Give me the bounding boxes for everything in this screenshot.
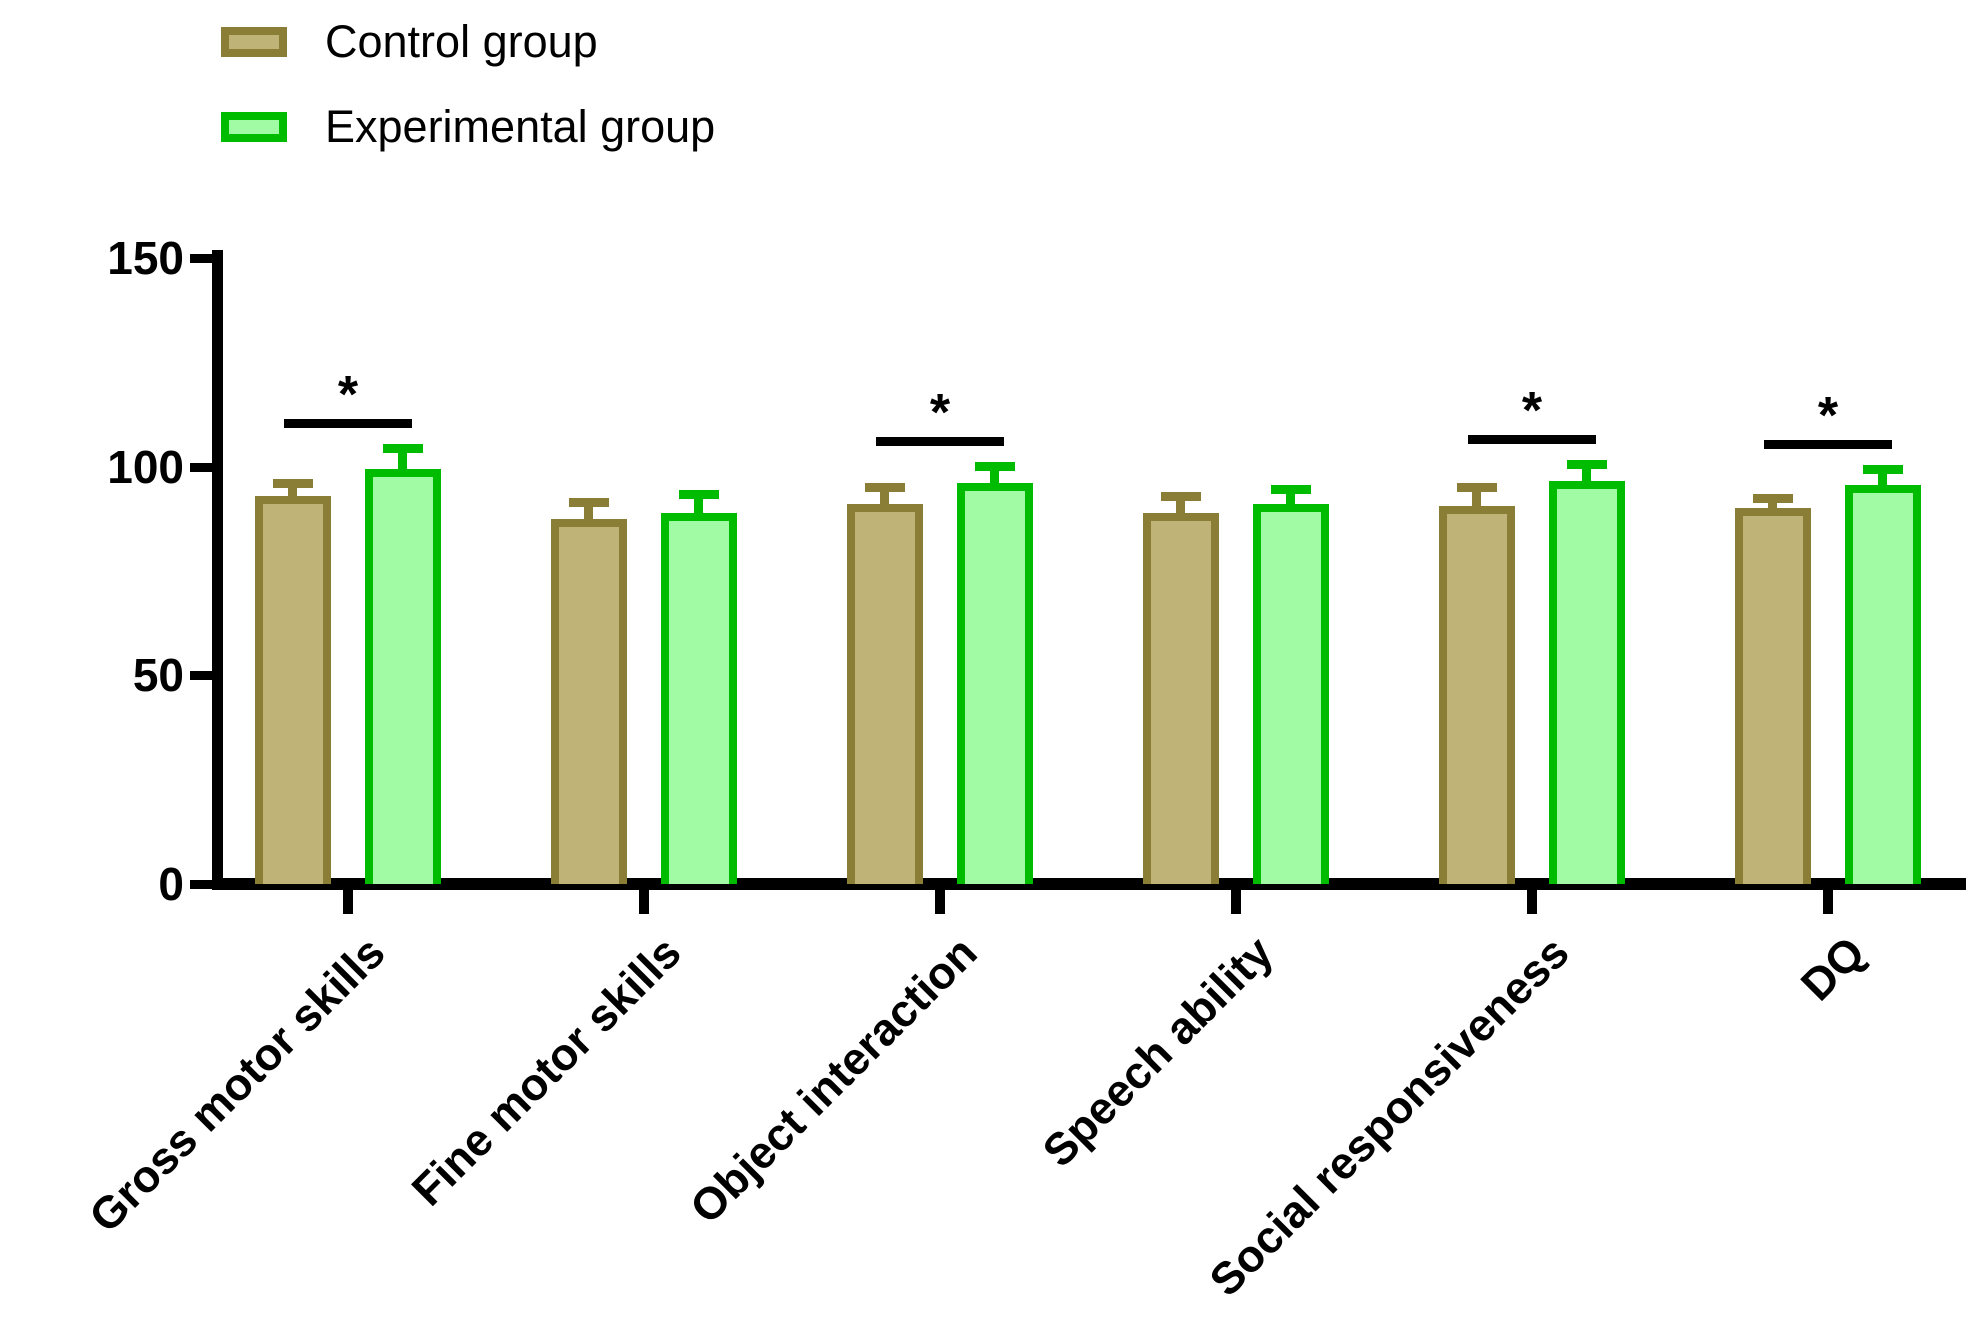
significance-asterisk: * <box>1521 382 1543 440</box>
error-bar-stem <box>694 490 703 517</box>
bar-experimental-group <box>1253 504 1329 884</box>
bar-control-group <box>1439 506 1515 884</box>
significance-line <box>876 437 1004 446</box>
bar-experimental-group <box>661 513 737 884</box>
error-bar-cap <box>1753 494 1793 503</box>
error-bar-cap <box>1161 492 1201 501</box>
error-bar-stem <box>990 462 999 487</box>
x-axis-tick <box>343 888 353 914</box>
error-bar-cap <box>975 462 1015 471</box>
significance-line <box>1764 440 1892 449</box>
significance-asterisk: * <box>337 366 359 424</box>
category-label: DQ <box>1790 926 1875 1011</box>
error-bar-stem <box>288 479 297 500</box>
error-bar-stem <box>584 498 593 523</box>
y-axis-tick-label: 0 <box>158 858 184 910</box>
error-bar-cap <box>1567 460 1607 469</box>
bar-control-group <box>1143 513 1219 884</box>
bar-experimental-group <box>1845 485 1921 884</box>
bar-experimental-group <box>365 469 441 884</box>
x-axis-tick <box>1527 888 1537 914</box>
legend-item-control-group: Control group <box>221 16 598 68</box>
y-axis-tick-label: 100 <box>107 441 184 493</box>
legend-swatch-control-group <box>221 27 287 57</box>
x-axis-tick <box>639 888 649 914</box>
significance-line <box>1468 435 1596 444</box>
error-bar-cap <box>569 498 609 507</box>
y-axis-tick <box>190 463 216 472</box>
y-axis-line <box>212 250 223 890</box>
error-bar-stem <box>880 483 889 508</box>
x-axis-tick <box>935 888 945 914</box>
legend-swatch-experimental-group <box>221 112 287 142</box>
error-bar-cap <box>1863 465 1903 474</box>
y-axis-tick-label: 150 <box>107 232 184 284</box>
error-bar-stem <box>1768 494 1777 512</box>
legend-item-experimental-group: Experimental group <box>221 101 715 153</box>
bar-control-group <box>847 504 923 884</box>
bar-control-group <box>255 496 331 884</box>
error-bar-cap <box>865 483 905 492</box>
x-axis-tick <box>1231 888 1241 914</box>
error-bar-stem <box>398 444 407 473</box>
error-bar-stem <box>1286 485 1295 508</box>
y-axis-tick <box>190 254 216 263</box>
x-axis-line <box>212 878 1966 890</box>
error-bar-stem <box>1176 492 1185 517</box>
bar-control-group <box>551 519 627 884</box>
bar-experimental-group <box>957 483 1033 884</box>
legend-label-control-group: Control group <box>325 16 598 67</box>
error-bar-cap <box>1271 485 1311 494</box>
error-bar-cap <box>273 479 313 488</box>
x-axis-tick <box>1823 888 1833 914</box>
y-axis-tick <box>190 880 216 889</box>
error-bar-stem <box>1878 465 1887 489</box>
bar-experimental-group <box>1549 481 1625 884</box>
significance-asterisk: * <box>929 384 951 442</box>
error-bar-stem <box>1582 460 1591 485</box>
error-bar-stem <box>1472 483 1481 510</box>
error-bar-cap <box>679 490 719 499</box>
significance-line <box>284 419 412 428</box>
error-bar-cap <box>383 444 423 453</box>
error-bar-cap <box>1457 483 1497 492</box>
legend-label-experimental-group: Experimental group <box>325 101 716 152</box>
significance-asterisk: * <box>1817 387 1839 445</box>
y-axis-tick <box>190 671 216 680</box>
y-axis-tick-label: 50 <box>132 649 184 701</box>
bar-control-group <box>1735 508 1811 884</box>
